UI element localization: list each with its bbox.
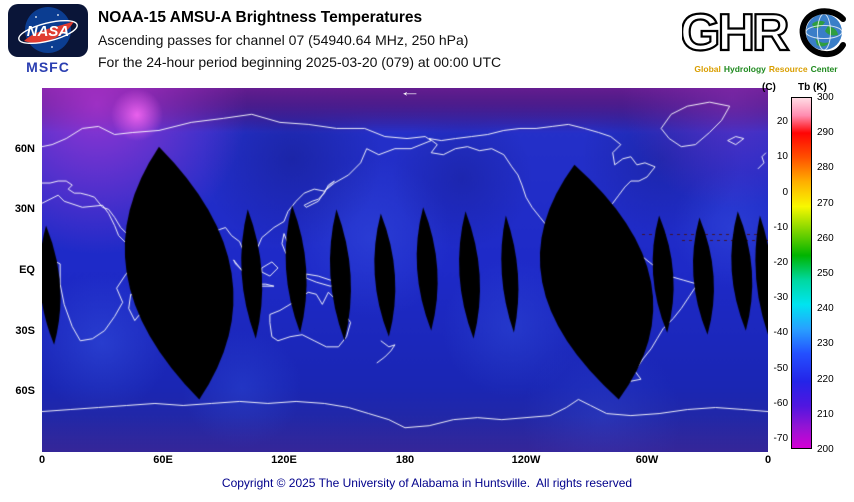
msfc-label: MSFC (26, 59, 70, 75)
subtitle-channel: Ascending passes for channel 07 (54940.6… (98, 32, 469, 48)
ghrc-logo: GHR Global Hydrology Resource Center (679, 3, 852, 74)
ghrc-wordmark: GHR (679, 3, 846, 63)
lon-tick-0-360: 0 (764, 454, 772, 466)
lat-tick-60S: 60S (15, 385, 35, 398)
lon-tick-180-180: 180 (395, 454, 415, 466)
colorbar-kelvin-header: Tb (K) (798, 82, 827, 93)
kelvin-tick-260: 260 (817, 232, 834, 244)
celsius-tick-20: 20 (776, 116, 788, 128)
celsius-tick--50: -50 (773, 362, 788, 374)
lat-tick-30N: 30N (14, 203, 35, 216)
nasa-meatball-icon: NASA (8, 4, 88, 57)
ghrc-letters-ghr: GHR (682, 4, 789, 58)
ghrc-letter-c-globe-icon (799, 8, 846, 58)
title-block: NOAA-15 AMSU-A Brightness Temperatures A… (98, 6, 501, 73)
ghrc-tagline: Global Hydrology Resource Center (680, 64, 852, 74)
brightness-temperature-map (42, 88, 768, 452)
celsius-tick--70: -70 (773, 432, 788, 444)
ghrc-tagline-word: Global (694, 64, 721, 74)
copyright-notice: Copyright © 2025 The University of Alaba… (221, 476, 633, 490)
kelvin-tick-250: 250 (817, 268, 834, 279)
kelvin-tick-220: 220 (817, 373, 834, 385)
kelvin-tick-230: 230 (817, 338, 834, 350)
colorbar-celsius-header: (C) (762, 82, 776, 93)
colorbar-celsius-scale: 20 10 0 -10 -20 -30 -40 -50 -60 -70 (758, 97, 788, 449)
ghrc-tagline-word: Resource (768, 64, 808, 74)
header: NASA MSFC NOAA-15 AMSU-A Brightness Temp… (0, 0, 854, 86)
scan-direction-arrow-icon: ← (399, 84, 422, 99)
kelvin-tick-210: 210 (817, 408, 834, 420)
celsius-tick-0: 0 (782, 186, 788, 198)
kelvin-tick-270: 270 (817, 197, 834, 209)
lat-tick-60N: 60N (14, 142, 35, 155)
kelvin-tick-280: 280 (817, 162, 834, 174)
ghrc-tagline-word: Center (810, 64, 838, 74)
lon-tick-60W-300: 60W (635, 454, 659, 466)
subtitle-period: For the 24-hour period beginning 2025-03… (98, 54, 502, 70)
latitude-axis: 60N 30N EQ 30S 60S (0, 88, 38, 452)
lat-tick-EQ: EQ (19, 264, 35, 276)
celsius-tick--20: -20 (773, 256, 788, 268)
celsius-tick--10: -10 (773, 221, 788, 233)
celsius-tick--60: -60 (773, 397, 788, 409)
lat-tick-30S: 30S (15, 324, 35, 337)
celsius-tick--30: -30 (773, 292, 788, 304)
kelvin-tick-240: 240 (817, 303, 834, 315)
kelvin-tick-200: 200 (817, 444, 834, 455)
kelvin-tick-290: 290 (817, 127, 834, 139)
colorbar-kelvin-scale: 300 290 280 270 260 250 240 230 220 210 200 (817, 92, 849, 455)
celsius-tick-10: 10 (776, 151, 788, 163)
nasa-wordmark: NASA (27, 23, 70, 40)
lon-tick-0-0: 0 (38, 454, 46, 466)
celsius-tick--40: -40 (773, 327, 788, 339)
lon-tick-120W-240: 120W (511, 454, 541, 466)
page-title: NOAA-15 AMSU-A Brightness Temperatures (98, 9, 423, 26)
lon-tick-60E-60: 60E (153, 454, 173, 466)
lon-tick-120E-120: 120E (271, 454, 297, 466)
kelvin-tick-300: 300 (817, 92, 834, 103)
longitude-axis: 0 60E 120E 180 120W 60W 0 (38, 454, 772, 468)
nasa-logo: NASA MSFC (8, 4, 88, 75)
colorbar-gradient (791, 97, 812, 449)
ghrc-tagline-word: Hydrology (723, 64, 766, 74)
